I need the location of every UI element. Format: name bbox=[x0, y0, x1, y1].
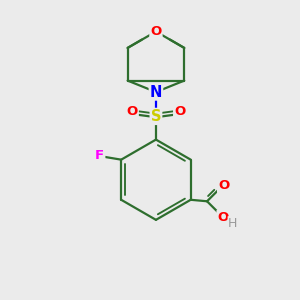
Text: F: F bbox=[95, 149, 104, 162]
Text: O: O bbox=[127, 106, 138, 118]
Text: O: O bbox=[174, 106, 185, 118]
Text: S: S bbox=[151, 109, 161, 124]
Text: H: H bbox=[228, 217, 238, 230]
Text: O: O bbox=[218, 211, 229, 224]
Text: N: N bbox=[150, 85, 162, 100]
Text: O: O bbox=[218, 179, 229, 192]
Text: O: O bbox=[150, 25, 162, 38]
